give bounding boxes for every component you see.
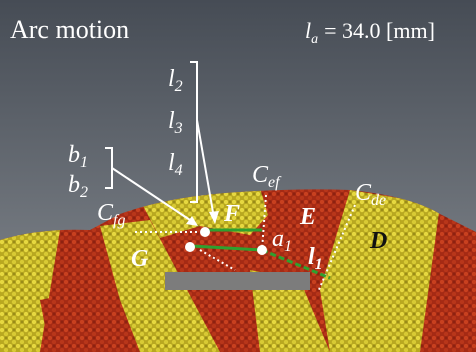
- length-sub: a: [311, 32, 318, 47]
- label-base: C: [252, 162, 269, 188]
- length: la= 34.0 [mm]: [305, 18, 435, 47]
- label-base: b: [68, 142, 80, 168]
- label-base: a: [272, 226, 284, 252]
- label-sub: fg: [113, 212, 125, 229]
- label-sub: 1: [284, 238, 292, 255]
- region-label: D: [369, 228, 387, 254]
- region-label: G: [131, 246, 149, 272]
- label-base: b: [68, 172, 80, 198]
- label-sub: 2: [80, 184, 88, 201]
- plate: [165, 272, 310, 290]
- region-label: E: [299, 204, 316, 230]
- title: Arc motion: [10, 15, 129, 44]
- label-sub: 1: [315, 256, 323, 273]
- label-sub: 3: [174, 120, 183, 137]
- label-base: C: [355, 180, 372, 206]
- region-label: F: [223, 201, 240, 227]
- label-sub: 4: [175, 162, 183, 179]
- length-text: = 34.0 [mm]: [324, 18, 435, 43]
- label-sub: de: [371, 192, 386, 209]
- label-sub: 2: [175, 78, 183, 95]
- label-sub: 1: [80, 154, 88, 171]
- label-base: C: [97, 200, 114, 226]
- simulation-figure: Arc motion la= 34.0 [mm] l2 l3 l4 b1 b2 …: [0, 0, 476, 352]
